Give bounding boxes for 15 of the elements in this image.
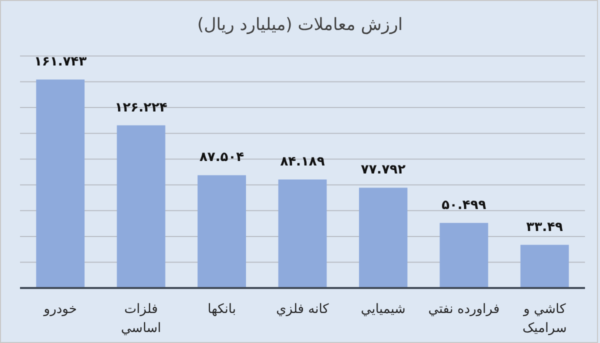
data-label: ۸۴.۱۸۹ [280,154,325,170]
x-tick-label: شيميايي [360,302,406,317]
data-label: ۱۲۶.۲۲۴ [114,100,168,116]
x-tick-label: بانکها [208,302,236,317]
data-label: ۳۳.۴۹ [526,220,564,235]
x-tick-label: فلزات اساسي [120,302,162,336]
data-label: ۷۷.۷۹۲ [360,162,406,178]
chart-title: ارزش معاملات (میلیارد ریال) [197,15,403,35]
x-tick-label: خودرو [42,302,77,317]
x-tick-label: فراورده نفتي [428,302,500,317]
data-label: ۵۰.۴۹۹ [442,198,486,213]
x-tick-label: کانه فلزي [276,302,330,317]
data-label: ۱۶۱.۷۴۳ [34,54,87,70]
data-label: ۸۷.۵۰۴ [199,150,244,166]
x-tick-label: کاشي و سراميک [522,302,567,336]
